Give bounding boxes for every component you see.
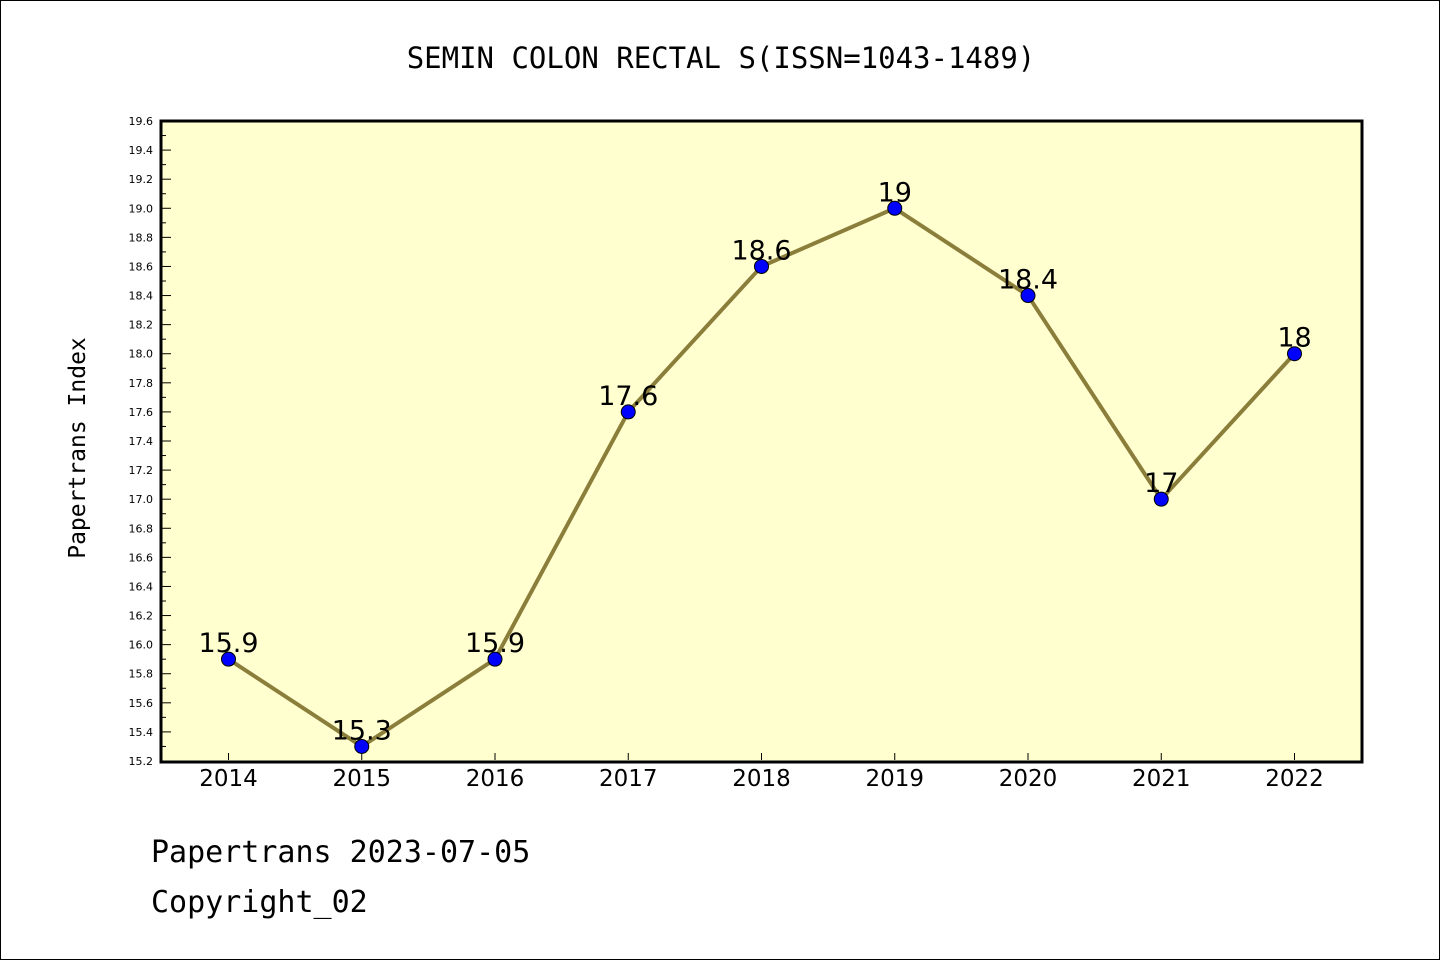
data-markers — [221, 200, 1302, 754]
chart-title: SEMIN COLON RECTAL S(ISSN=1043-1489) — [407, 41, 1036, 75]
y-tick-label: 15.4 — [129, 726, 154, 739]
data-label: 18.6 — [731, 235, 791, 266]
data-point — [620, 404, 636, 420]
y-tick-label: 15.8 — [129, 668, 154, 681]
y-tick-label: 18.0 — [129, 348, 154, 361]
data-label: 15.3 — [332, 715, 392, 746]
y-tick-label: 18.2 — [129, 319, 154, 332]
y-axis-label: Papertrans Index — [65, 337, 91, 559]
y-tick-label: 18.4 — [129, 290, 154, 303]
y-tick-label: 16.8 — [129, 522, 154, 535]
y-tick-label: 16.0 — [129, 639, 154, 652]
x-tick-label: 2021 — [1132, 766, 1191, 792]
data-label: 15.9 — [465, 628, 525, 659]
x-tick-label: 2022 — [1265, 766, 1324, 792]
data-point — [887, 200, 903, 216]
y-tick-label: 18.6 — [129, 260, 154, 273]
y-tick-label: 17.4 — [129, 435, 154, 448]
x-tick-label: 2016 — [466, 766, 525, 792]
y-tick-label: 17.0 — [129, 493, 154, 506]
y-tick-label: 17.6 — [129, 406, 154, 419]
y-axis: 15.2 15.4 15.6 15.8 16.0 16.2 16.4 16.6 16.8 17.0… — [129, 115, 171, 768]
data-label: 15.9 — [198, 628, 258, 659]
y-tick-label: 19.0 — [129, 202, 154, 215]
y-tick-label: 18.8 — [129, 231, 154, 244]
footer-copyright: Copyright_02 — [151, 885, 368, 920]
data-label: 18.4 — [998, 265, 1058, 296]
y-tick-label: 17.8 — [129, 377, 154, 390]
x-tick-label: 2017 — [599, 766, 658, 792]
y-tick-label: 15.2 — [129, 755, 154, 768]
data-point — [1287, 346, 1302, 362]
data-point — [221, 651, 236, 667]
x-tick-label: 2020 — [999, 766, 1058, 792]
data-point — [1153, 491, 1169, 507]
footer-date: Papertrans 2023-07-05 — [151, 835, 531, 870]
x-axis: 2014 2015 2016 2017 2018 2019 2020 2021 2022 — [199, 753, 1324, 792]
y-tick-label: 16.2 — [129, 610, 154, 623]
x-tick-label: 2014 — [199, 766, 258, 792]
plot-area — [159, 119, 1364, 764]
y-tick-label: 16.4 — [129, 580, 154, 593]
data-label: 17.6 — [598, 381, 658, 412]
x-tick-label: 2018 — [732, 766, 791, 792]
y-tick-label: 15.6 — [129, 697, 154, 710]
data-label: 17 — [1144, 468, 1178, 499]
data-point — [1020, 288, 1036, 304]
data-labels: 15.9 15.3 15.9 17.6 18.6 19 18.4 17 18 — [198, 177, 1311, 746]
x-tick-label: 2015 — [332, 766, 391, 792]
x-tick-label: 2019 — [865, 766, 924, 792]
y-tick-label: 19.4 — [129, 144, 154, 157]
data-point — [754, 258, 769, 274]
y-tick-label: 19.2 — [129, 173, 154, 186]
y-tick-label: 17.2 — [129, 464, 154, 477]
y-tick-label: 19.6 — [129, 115, 154, 128]
data-label: 18 — [1277, 323, 1311, 354]
y-tick-label: 16.6 — [129, 551, 154, 564]
data-point — [354, 738, 370, 754]
data-label: 19 — [878, 177, 912, 208]
data-point — [487, 651, 503, 667]
